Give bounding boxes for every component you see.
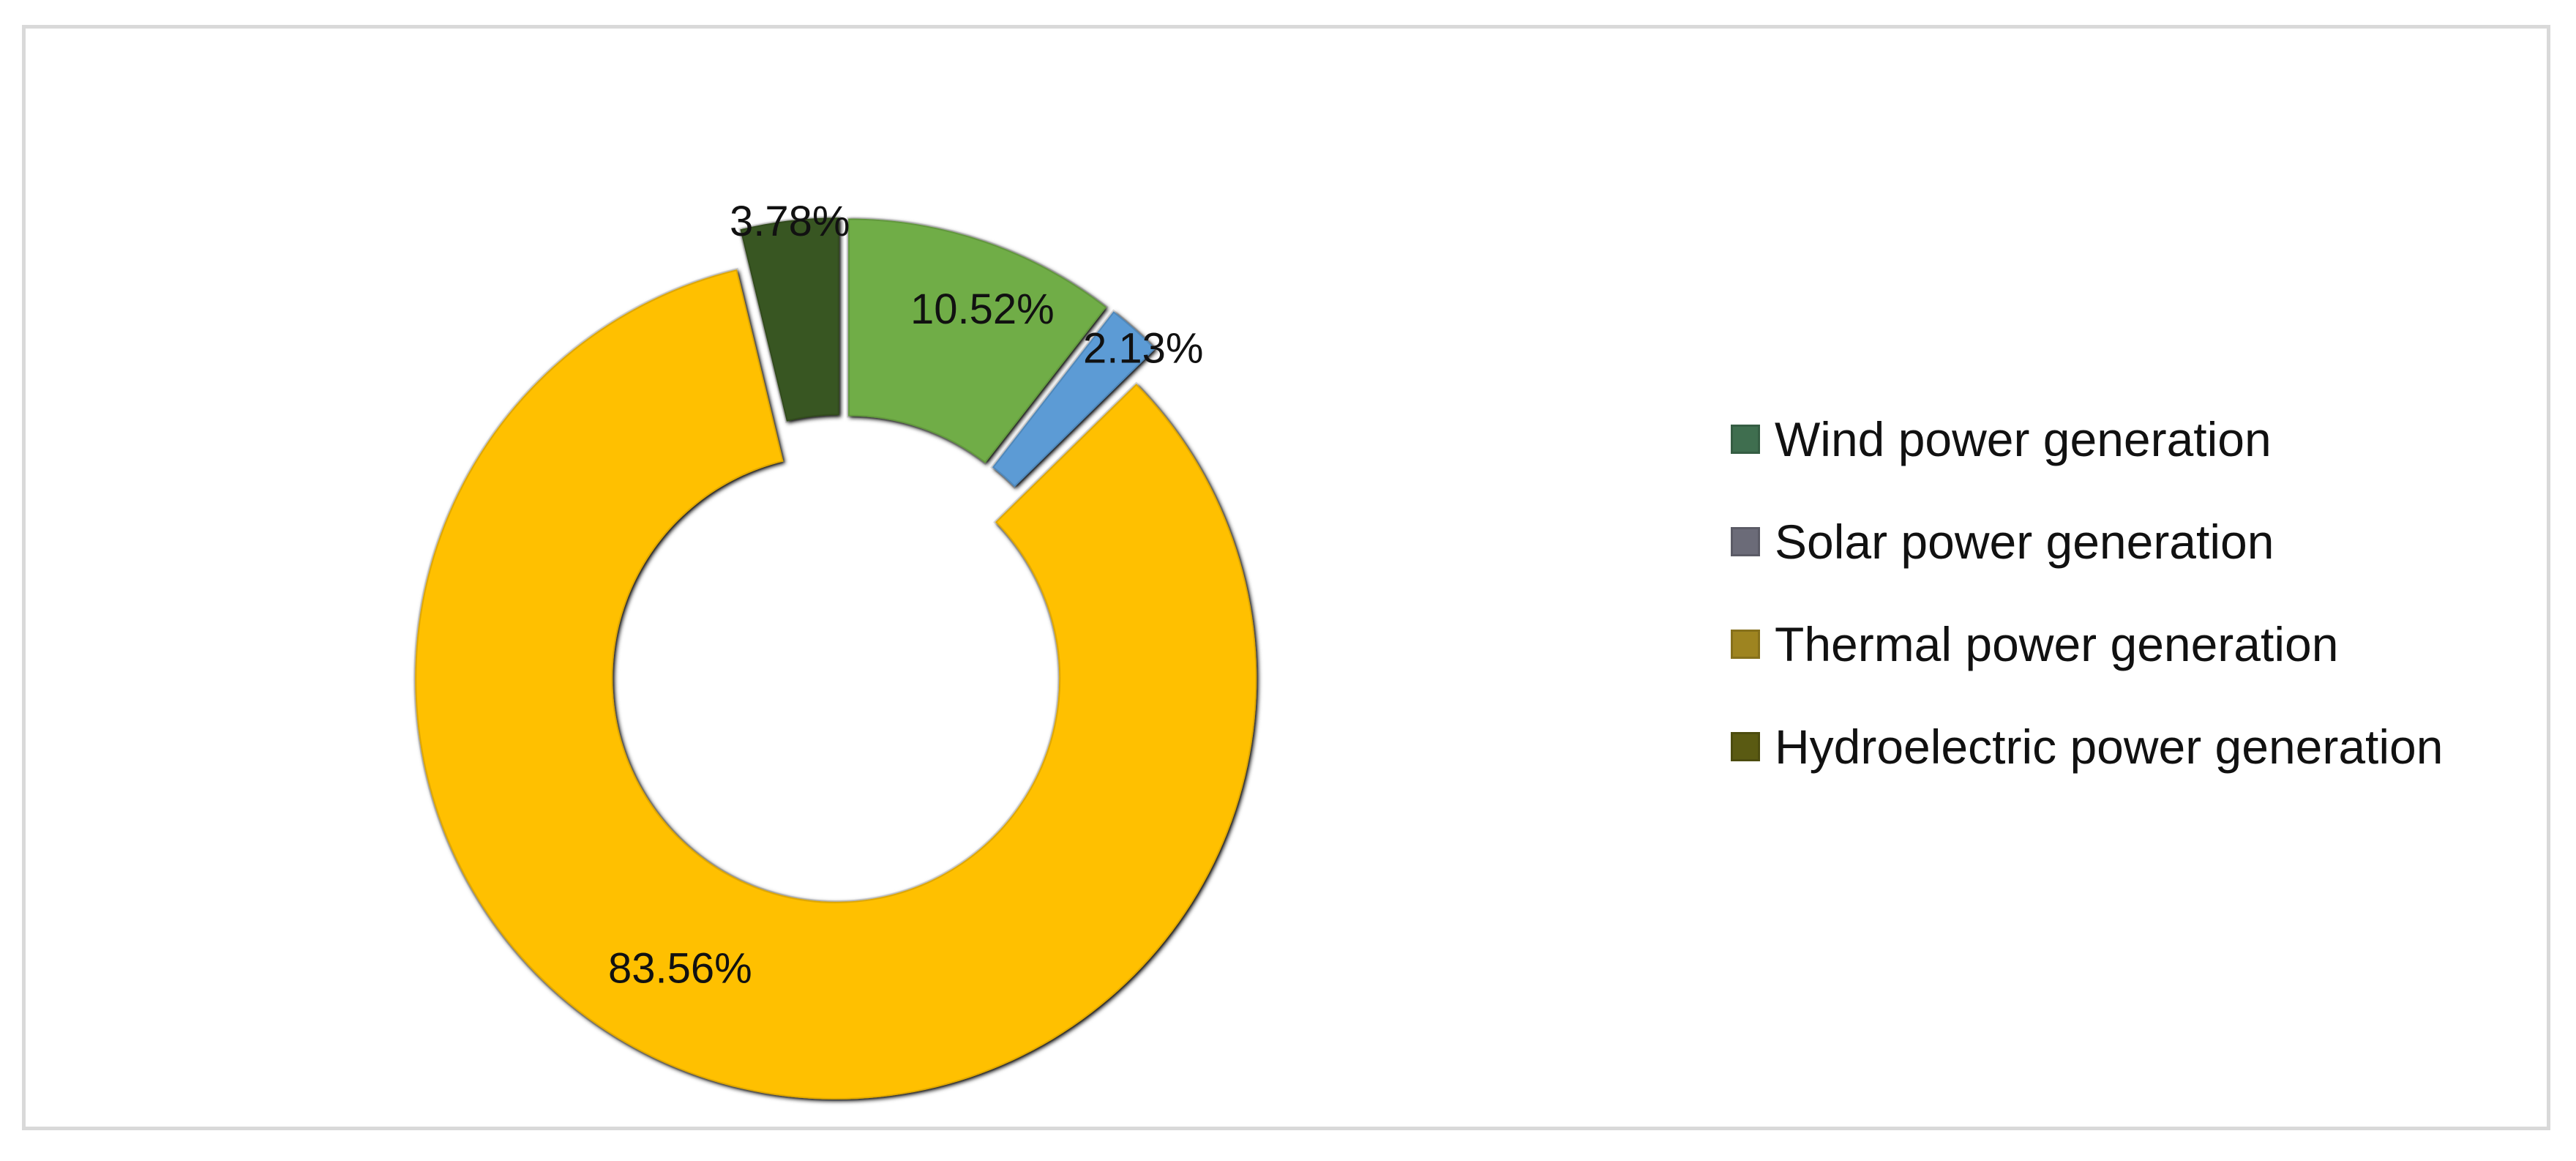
data-label-wind: 10.52%: [910, 285, 1055, 333]
legend-item-thermal: Thermal power generation: [1731, 593, 2536, 695]
legend-item-solar: Solar power generation: [1731, 490, 2536, 593]
legend-swatch-wind: [1731, 425, 1760, 454]
data-label-thermal: 83.56%: [608, 945, 752, 993]
slice-wind: [847, 217, 1109, 466]
legend-item-wind: Wind power generation: [1731, 388, 2536, 490]
legend-swatch-thermal: [1731, 630, 1760, 659]
donut-slices: [413, 216, 1259, 1101]
legend-label-hydro: Hydroelectric power generation: [1775, 720, 2444, 774]
legend-label-thermal: Thermal power generation: [1775, 617, 2339, 671]
legend-label-solar: Solar power generation: [1775, 515, 2274, 569]
slice-solar: [990, 309, 1158, 490]
donut-labels: 10.52% 2.13% 83.56% 3.78%: [608, 198, 1203, 993]
slice-thermal: [413, 267, 1259, 1101]
legend-item-hydro: Hydroelectric power generation: [1731, 695, 2536, 798]
legend-swatch-solar: [1731, 527, 1760, 556]
legend-label-wind: Wind power generation: [1775, 412, 2272, 466]
slice-hydro: [738, 216, 841, 424]
data-label-hydro: 3.78%: [730, 198, 850, 245]
data-label-solar: 2.13%: [1083, 324, 1203, 372]
legend: Wind power generation Solar power genera…: [1731, 388, 2536, 798]
legend-swatch-hydro: [1731, 732, 1760, 761]
